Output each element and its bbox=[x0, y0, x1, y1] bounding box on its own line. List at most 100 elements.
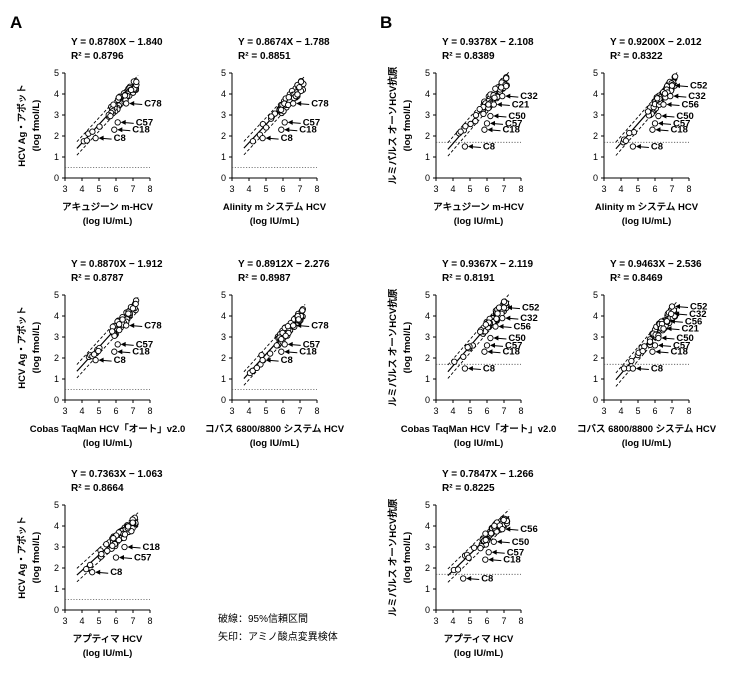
data-point bbox=[499, 92, 506, 100]
y-tick-label: 4 bbox=[425, 89, 430, 99]
x-tick-label: 6 bbox=[113, 406, 118, 416]
x-tick-label: 5 bbox=[467, 616, 472, 626]
data-point bbox=[285, 94, 292, 101]
annotation-arrowhead bbox=[120, 341, 126, 347]
y-tick-label: 3 bbox=[54, 542, 59, 552]
annotation-label: C57 bbox=[136, 117, 153, 128]
y-tick-label: 4 bbox=[221, 89, 226, 99]
data-point bbox=[127, 86, 135, 94]
annotation-arrowhead bbox=[655, 127, 661, 133]
data-point bbox=[116, 321, 123, 328]
x-tick-label: 6 bbox=[652, 184, 657, 194]
annotation-arrowhead bbox=[493, 113, 499, 119]
data-point bbox=[96, 123, 103, 130]
annotation-label: C57 bbox=[505, 340, 522, 351]
y-tick-label: 5 bbox=[54, 500, 59, 510]
data-point bbox=[278, 348, 285, 355]
x-tick-label: 4 bbox=[618, 406, 623, 416]
y-tick-label: 4 bbox=[593, 89, 598, 99]
annotation-label: C18 bbox=[670, 347, 687, 358]
x-tick-label: 5 bbox=[96, 616, 101, 626]
y-tick-label: 1 bbox=[54, 152, 59, 162]
y-tick-label: 0 bbox=[425, 173, 430, 183]
x-tick-label: 3 bbox=[62, 616, 67, 626]
data-point bbox=[111, 348, 118, 355]
data-point bbox=[121, 531, 129, 538]
x-tick-label: 5 bbox=[263, 184, 268, 194]
annotation-arrowhead bbox=[467, 366, 473, 371]
regression-equation: Y = 0.8674X − 1.788 bbox=[238, 37, 330, 48]
annotation-arrowhead bbox=[119, 555, 124, 560]
data-point bbox=[460, 575, 467, 582]
x-tick-label: 7 bbox=[501, 406, 506, 416]
annotation-label: C21 bbox=[682, 324, 700, 335]
x-tick-label: 4 bbox=[79, 616, 84, 626]
x-tick-label: 7 bbox=[297, 184, 302, 194]
data-point bbox=[278, 336, 285, 343]
annotation-arrowhead bbox=[98, 357, 104, 363]
y-tick-label: 5 bbox=[425, 500, 430, 510]
annotation-label: C18 bbox=[503, 555, 520, 566]
x-axis-unit: (log IU/mL) bbox=[622, 216, 672, 227]
data-point bbox=[115, 94, 122, 101]
x-axis-unit: (log IU/mL) bbox=[83, 216, 133, 227]
data-point bbox=[129, 305, 137, 312]
y-tick-label: 2 bbox=[54, 563, 59, 573]
y-tick-label: 5 bbox=[425, 68, 430, 78]
annotation-label: C57 bbox=[673, 118, 690, 129]
y-tick-label: 5 bbox=[54, 290, 59, 300]
annotation-arrowhead bbox=[296, 100, 302, 106]
data-point bbox=[285, 101, 292, 109]
annotation-arrowhead bbox=[490, 120, 495, 126]
x-tick-label: 7 bbox=[130, 616, 135, 626]
chart-b3: Y = 0.9367X − 2.119 R² = 0.8191 3 4 5 6 7 8 0 1 2 3… bbox=[387, 259, 556, 449]
x-tick-label: 7 bbox=[669, 406, 674, 416]
annotation-label: C8 bbox=[651, 364, 663, 375]
annotation-label: C18 bbox=[132, 125, 149, 136]
data-point bbox=[629, 365, 637, 372]
x-tick-label: 5 bbox=[467, 406, 472, 416]
data-point bbox=[472, 112, 480, 119]
annotation-label: C8 bbox=[114, 355, 126, 366]
data-point bbox=[500, 516, 507, 524]
y-tick-label: 5 bbox=[593, 290, 598, 300]
y-tick-label: 1 bbox=[593, 374, 598, 384]
data-point bbox=[668, 82, 676, 89]
annotation-label: C56 bbox=[685, 316, 702, 327]
annotation-label: C8 bbox=[483, 364, 495, 375]
y-tick-label: 5 bbox=[54, 68, 59, 78]
x-tick-label: 6 bbox=[484, 184, 489, 194]
y-tick-label: 1 bbox=[54, 374, 59, 384]
data-point bbox=[92, 134, 99, 142]
x-tick-label: 3 bbox=[601, 184, 606, 194]
x-tick-label: 3 bbox=[62, 406, 67, 416]
annotation-arrowhead bbox=[661, 113, 667, 119]
annotation-arrowhead bbox=[507, 305, 512, 311]
annotation-label: C18 bbox=[299, 125, 316, 136]
annotation-arrowhead bbox=[491, 549, 497, 555]
y-tick-label: 4 bbox=[425, 311, 430, 321]
y-axis-unit: (log fmol/L) bbox=[31, 100, 42, 152]
annotation-label: C8 bbox=[481, 574, 493, 585]
x-tick-label: 8 bbox=[147, 184, 152, 194]
y-axis-label: HCV Ag・アボット bbox=[16, 84, 28, 167]
y-tick-label: 2 bbox=[54, 131, 59, 141]
y-tick-label: 1 bbox=[425, 152, 430, 162]
annotation-label: C18 bbox=[670, 125, 687, 136]
r-squared: R² = 0.8851 bbox=[238, 51, 291, 62]
data-point bbox=[485, 549, 492, 556]
data-point bbox=[487, 530, 495, 537]
annotation-label: C56 bbox=[682, 100, 699, 111]
x-tick-label: 8 bbox=[518, 406, 523, 416]
annotation-label: C18 bbox=[143, 542, 160, 553]
data-point bbox=[253, 364, 261, 372]
x-tick-label: 8 bbox=[147, 616, 152, 626]
y-tick-label: 0 bbox=[593, 173, 598, 183]
data-point bbox=[277, 106, 285, 113]
r-squared: R² = 0.8225 bbox=[442, 483, 495, 494]
data-point bbox=[490, 101, 497, 108]
confidence-band-line bbox=[447, 84, 510, 157]
data-point bbox=[462, 123, 469, 130]
x-tick-label: 5 bbox=[263, 406, 268, 416]
data-point bbox=[476, 106, 483, 113]
